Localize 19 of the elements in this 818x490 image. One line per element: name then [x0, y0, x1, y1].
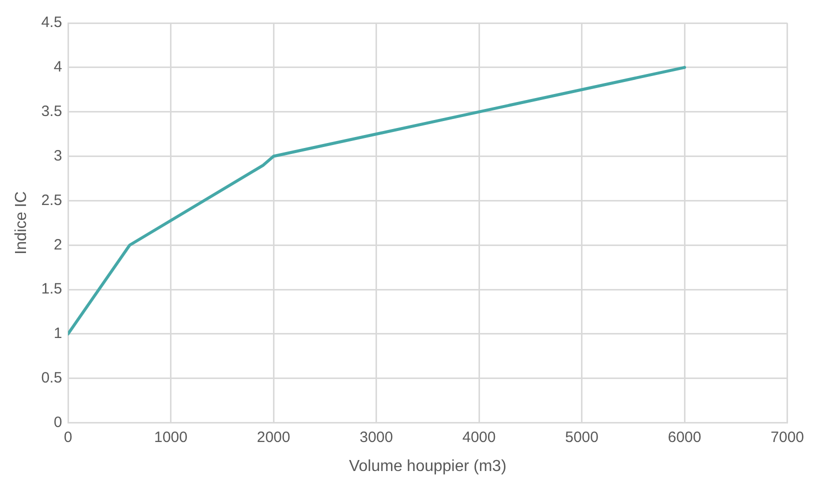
- y-tick-label: 2.5: [41, 192, 62, 209]
- x-tick-label: 5000: [565, 428, 598, 446]
- y-tick-label: 1: [54, 325, 62, 342]
- x-tick-label: 2000: [256, 428, 290, 446]
- y-tick-label: 3: [54, 147, 62, 164]
- x-tick-label: 4000: [462, 428, 496, 446]
- x-tick-label: 7000: [770, 428, 804, 446]
- y-tick-label: 4: [54, 58, 62, 76]
- x-tick-label: 6000: [668, 428, 702, 446]
- y-tick-label: 4.5: [41, 14, 62, 32]
- y-tick-label: 2: [54, 236, 62, 254]
- x-axis-title: Volume houppier (m3): [348, 458, 506, 475]
- y-tick-label: 1.5: [41, 280, 62, 298]
- x-tick-label: 3000: [360, 428, 393, 446]
- y-tick-label: 3.5: [41, 102, 62, 120]
- y-tick-label: 0: [54, 414, 62, 431]
- y-axis-title: Indice IC: [13, 191, 30, 254]
- x-tick-label: 1000: [154, 428, 188, 446]
- y-tick-label: 0.5: [41, 370, 62, 387]
